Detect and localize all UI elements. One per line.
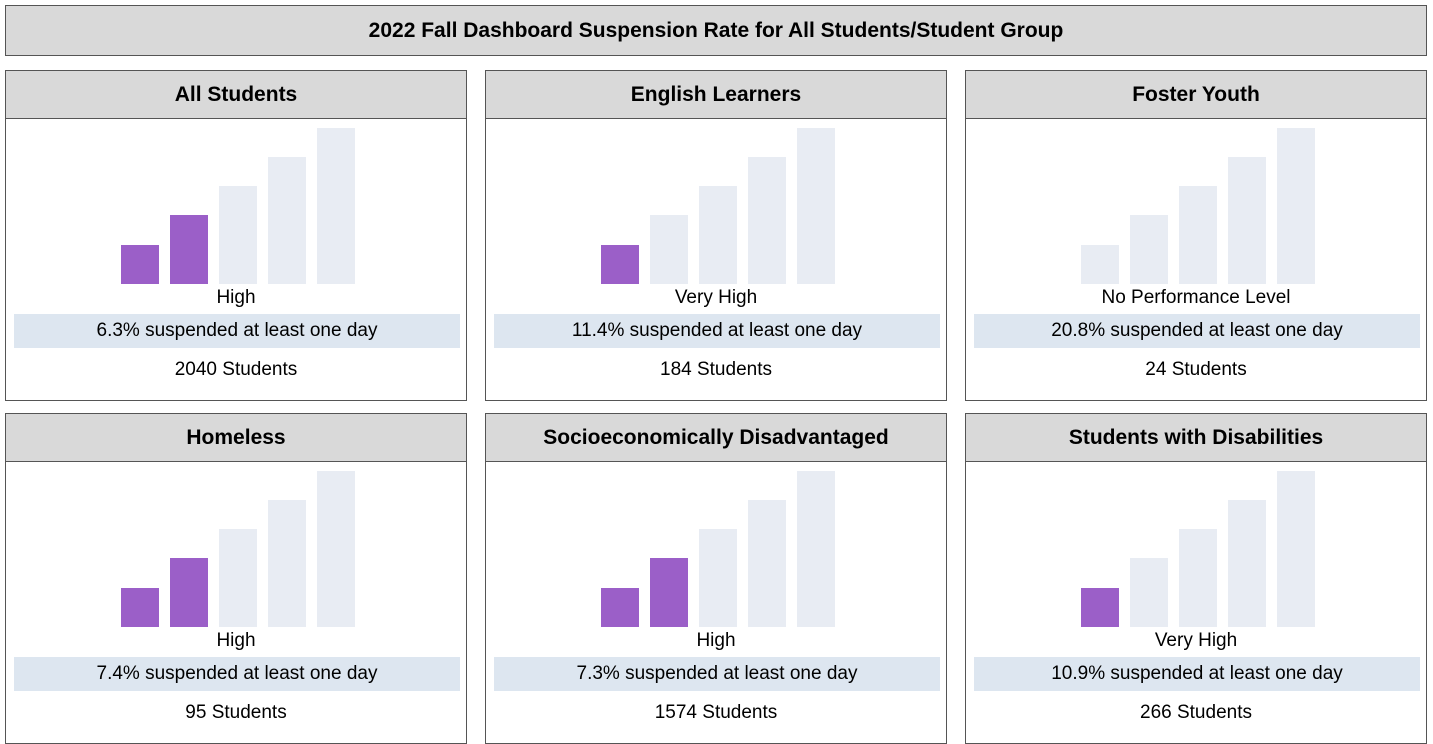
level-bar — [1081, 588, 1119, 627]
level-bar — [170, 215, 208, 284]
level-bar — [121, 588, 159, 627]
student-count: 24 Students — [1145, 359, 1247, 380]
group-card: Foster Youth No Performance Level 20.8% su… — [965, 70, 1427, 401]
card-title: All Students — [6, 71, 466, 119]
level-bar — [268, 157, 306, 284]
student-count: 2040 Students — [174, 359, 298, 380]
level-bar — [601, 588, 639, 627]
level-bar — [1179, 529, 1217, 627]
group-card: Homeless High 7.4% suspended at least one … — [5, 413, 467, 744]
level-bar — [748, 157, 786, 284]
level-bar — [1179, 186, 1217, 284]
card-title: Students with Disabilities — [966, 414, 1426, 462]
group-card: Students with Disabilities Very High 10.9%… — [965, 413, 1427, 744]
level-bar — [1228, 500, 1266, 627]
suspension-rate: 11.4% suspended at least one day — [494, 314, 940, 348]
performance-level: High — [696, 630, 736, 651]
card-title: English Learners — [486, 71, 946, 119]
performance-level: High — [216, 630, 256, 651]
level-bar — [1277, 471, 1315, 627]
level-bar — [317, 471, 355, 627]
level-bar — [748, 500, 786, 627]
student-count: 184 Students — [660, 359, 772, 380]
level-bar — [650, 558, 688, 627]
level-bar — [170, 558, 208, 627]
level-bar — [1130, 215, 1168, 284]
level-bar — [797, 128, 835, 284]
level-bar — [1277, 128, 1315, 284]
card-title: Foster Youth — [966, 71, 1426, 119]
level-bar — [699, 529, 737, 627]
group-card: English Learners Very High 11.4% suspended… — [485, 70, 947, 401]
suspension-rate: 20.8% suspended at least one day — [974, 314, 1420, 348]
performance-level: Very High — [674, 287, 758, 308]
level-bar — [1228, 157, 1266, 284]
card-title: Socioeconomically Disadvantaged — [486, 414, 946, 462]
performance-level: High — [216, 287, 256, 308]
level-bar — [650, 215, 688, 284]
level-bar — [219, 529, 257, 627]
suspension-rate: 7.4% suspended at least one day — [14, 657, 460, 691]
level-bar — [1130, 558, 1168, 627]
suspension-rate: 7.3% suspended at least one day — [494, 657, 940, 691]
student-count: 1574 Students — [654, 702, 778, 723]
group-card: Socioeconomically Disadvantaged High 7.3% … — [485, 413, 947, 744]
level-bar — [797, 471, 835, 627]
level-bar — [121, 245, 159, 284]
dashboard-title: 2022 Fall Dashboard Suspension Rate for … — [5, 5, 1427, 56]
performance-level: No Performance Level — [1101, 287, 1291, 308]
level-bar — [601, 245, 639, 284]
level-bar — [268, 500, 306, 627]
level-bar — [699, 186, 737, 284]
student-count: 266 Students — [1140, 702, 1252, 723]
suspension-rate: 6.3% suspended at least one day — [14, 314, 460, 348]
group-card: All Students High 6.3% suspended at least … — [5, 70, 467, 401]
level-bar — [219, 186, 257, 284]
card-title: Homeless — [6, 414, 466, 462]
student-count: 95 Students — [185, 702, 287, 723]
performance-level: Very High — [1154, 630, 1238, 651]
suspension-rate: 10.9% suspended at least one day — [974, 657, 1420, 691]
level-bar — [1081, 245, 1119, 284]
level-bar — [317, 128, 355, 284]
